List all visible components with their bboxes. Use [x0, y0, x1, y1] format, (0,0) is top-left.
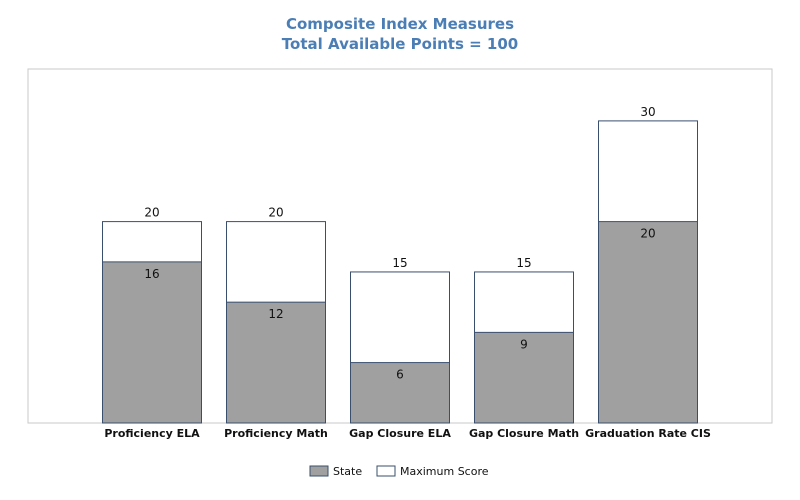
- data-label-state: 20: [640, 227, 655, 241]
- x-tick-label: Proficiency ELA: [104, 427, 200, 440]
- x-tick-label: Proficiency Math: [224, 427, 328, 440]
- bar-state: [350, 362, 450, 424]
- data-label-maximum-score: 30: [640, 105, 655, 119]
- data-label-maximum-score: 20: [268, 206, 283, 220]
- x-tick-label: Graduation Rate CIS: [585, 427, 711, 440]
- x-tick-label: Gap Closure Math: [469, 427, 579, 440]
- bar-state: [598, 221, 698, 424]
- legend-swatch: [376, 465, 396, 477]
- bars-group: 20 16 20 12 15 6 15 9 30 20: [102, 105, 698, 424]
- data-label-maximum-score: 20: [144, 206, 159, 220]
- legend-label: Maximum Score: [400, 465, 489, 478]
- legend-label: State: [333, 465, 362, 478]
- chart-title-block: Composite Index Measures Total Available…: [0, 14, 800, 54]
- data-label-maximum-score: 15: [392, 256, 407, 270]
- bar-state: [226, 301, 326, 424]
- x-tick-label: Gap Closure ELA: [349, 427, 451, 440]
- bar-state: [102, 261, 202, 424]
- data-label-state: 9: [520, 337, 528, 351]
- legend-swatch: [309, 465, 329, 477]
- bar-state: [474, 331, 574, 424]
- chart-title: Composite Index Measures: [285, 15, 515, 33]
- data-label-state: 12: [268, 307, 283, 321]
- x-tick-labels: Proficiency ELA Proficiency Math Gap Closu…: [104, 427, 711, 440]
- data-label-maximum-score: 15: [516, 256, 531, 270]
- data-label-state: 16: [144, 267, 159, 281]
- data-label-state: 6: [396, 368, 404, 382]
- legend: State Maximum Score: [309, 465, 489, 478]
- chart-subtitle: Total Available Points = 100: [281, 35, 519, 53]
